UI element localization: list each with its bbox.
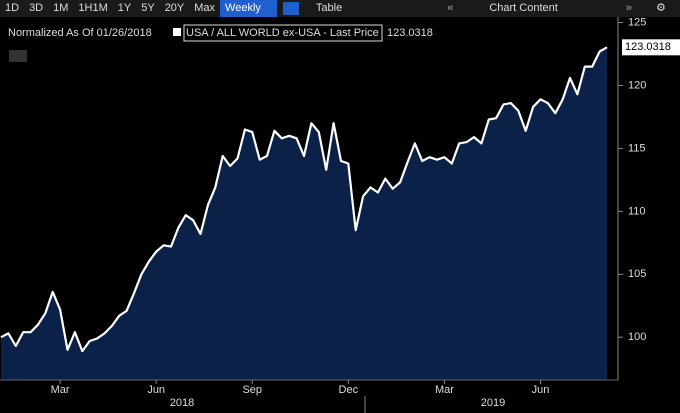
x-tick-label: Jun [147, 384, 165, 396]
area-fill [1, 47, 607, 381]
y-tick-label: 115 [628, 142, 646, 154]
period-button[interactable]: 1M [53, 2, 69, 14]
chart: Normalized As Of 01/26/2018 USA / ALL WO… [0, 17, 680, 413]
y-tick-label: 105 [628, 268, 646, 280]
y-tick-label: 120 [628, 79, 646, 91]
x-tick-label: Mar [51, 384, 70, 396]
price-line [0, 46, 608, 353]
period-button[interactable]: 1H1M [78, 2, 108, 14]
last-value-tag [622, 39, 680, 56]
legend-label: USA / ALL WORLD ex-USA - Last Price [186, 27, 379, 39]
x-tick-label: Mar [435, 384, 454, 396]
y-tick-label: 100 [628, 331, 646, 343]
toolbar: 1D 3D 1M 1H1M 1Y 5Y 20Y Max Weekly Table « Char… [0, 0, 680, 17]
period-button[interactable]: 3D [29, 2, 44, 14]
chart-subtitle: Normalized As Of 01/26/2018 [8, 27, 152, 39]
year-label: 2019 [481, 397, 505, 409]
collapse-right[interactable]: » [625, 2, 632, 14]
settings-button[interactable]: ⚙ [655, 2, 666, 14]
frequency-dropdown[interactable]: Weekly [220, 0, 277, 17]
last-value-label: 123.0318 [625, 41, 671, 53]
legend-box [183, 24, 383, 42]
legend-value: 123.0318 [387, 27, 433, 39]
collapse-left[interactable]: « [447, 2, 454, 14]
year-label: 2018 [170, 397, 194, 409]
y-tick-label: 125 [628, 17, 646, 28]
period-button[interactable]: 1Y [117, 2, 132, 14]
chart-type-icon[interactable] [9, 50, 27, 62]
period-button[interactable]: Max [194, 2, 216, 14]
chart-content-menu[interactable]: Chart Content [489, 2, 558, 14]
x-tick-label: Dec [339, 384, 359, 396]
legend-swatch [173, 28, 181, 36]
table-button[interactable]: Table [315, 2, 343, 14]
period-button[interactable]: 5Y [141, 2, 155, 14]
y-tick-label: 110 [628, 205, 646, 217]
period-button[interactable]: 20Y [164, 2, 185, 14]
period-button[interactable]: 1D [5, 2, 20, 14]
x-tick-label: Sep [242, 384, 262, 396]
x-tick-label: Jun [532, 384, 550, 396]
chart-icon-button[interactable] [282, 2, 299, 15]
period-buttons: 1D 3D 1M 1H1M 1Y 5Y 20Y Max [0, 0, 220, 17]
